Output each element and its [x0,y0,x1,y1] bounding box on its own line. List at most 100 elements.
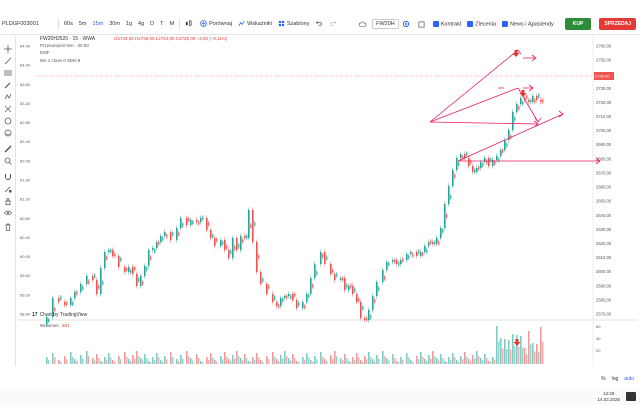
volume-bar [476,351,478,364]
volume-bar [284,351,286,364]
candle-body [378,287,380,291]
stay-drawing-tool[interactable] [4,180,12,193]
trend-line-drawing[interactable] [429,49,519,123]
chart-area[interactable]: 2760,002750,002740,002730,002720,002710,… [18,36,638,366]
pattern-tool[interactable] [4,88,12,100]
arrow-down-marker-icon[interactable] [512,50,520,57]
interval-1g-button[interactable]: 1g [125,20,133,27]
candle-body [272,294,274,302]
candle-body [250,224,252,228]
brush-tool[interactable] [4,76,12,89]
candle-body [386,262,388,270]
news-checkbox[interactable]: News i Ąpasiendy [499,20,557,27]
interval-5m-button[interactable]: 5m [78,20,87,27]
interval-t-button[interactable]: T [160,20,164,27]
volume-bar [120,359,122,364]
candle-body [486,160,488,164]
crosshair-tool[interactable] [4,40,12,53]
projection-tool[interactable] [4,100,12,113]
candle-body [346,284,348,288]
symbol-search-input[interactable]: PLDGF003001 [2,20,39,27]
candle-body [236,238,238,250]
volume-bar [480,358,482,364]
arrow-down-marker-icon[interactable] [513,339,521,346]
candle-body [422,252,424,256]
volume-bar [532,343,534,364]
log-scale-button[interactable]: log [611,376,619,382]
trend-line-drawing[interactable] [429,87,519,123]
arrow-down-marker-icon[interactable] [519,90,527,97]
sell-button[interactable]: SPRZEDAJ [599,18,636,30]
contract-checkbox[interactable]: Kontrakt [430,20,464,27]
left-axis-label: 63.60 [20,82,31,87]
notifications-icon[interactable] [626,392,636,401]
volume-bar [276,359,278,364]
candle-body [344,278,346,290]
candle-body [232,238,234,258]
volume-bar [426,361,428,364]
interval-60s-button[interactable]: 60s [64,20,73,27]
interval-30m-button[interactable]: 30m [109,20,120,27]
candle-body [290,295,292,299]
candle-body [514,117,516,121]
buy-button[interactable]: KUP [564,18,592,30]
arrow-head-drawing[interactable] [528,84,534,92]
orders-checkbox[interactable]: Zlecenia [464,20,499,27]
volume-bar [512,334,514,364]
interval-15m-button[interactable]: 15m [92,20,104,27]
candle-style-button[interactable] [182,20,197,27]
indicators-button[interactable]: Wskaźniki [235,20,275,27]
arrow-head-drawing[interactable] [595,157,601,165]
candle-body [370,315,372,319]
candle-body [178,232,180,236]
cloud-icon [358,21,367,27]
trend-line-drawing[interactable] [429,121,539,125]
arrow-head-drawing[interactable] [531,54,537,62]
hide-drawings-tool[interactable] [4,204,12,216]
candle-body [356,294,358,302]
fibonacci-tool[interactable] [4,64,12,76]
templates-button[interactable]: Szablony [275,20,313,27]
tradingview-branding[interactable]: 17 Chart by TradingView [32,312,87,318]
interval-4g-button[interactable]: 4g [138,20,145,27]
arrow-head-drawing[interactable] [533,120,539,128]
arrow-head-drawing[interactable] [534,117,542,123]
candle-body [440,228,442,238]
account-select[interactable]: FW20H [372,19,399,29]
trend-line-drawing[interactable] [457,113,564,162]
legend-symbol-title[interactable]: FW20H2520 · 15 · WWA [40,36,96,42]
emoji-tool[interactable] [4,124,12,137]
candle-body [410,252,412,254]
price-chart[interactable]: 2760,002750,002740,002730,002720,002710,… [18,36,638,366]
candle-body [506,143,508,147]
shapes-tool[interactable] [4,112,12,125]
legend-indicator-3[interactable]: MA 1 close 0 SMA 9 [40,58,81,63]
interval-m-button[interactable]: M [169,20,175,27]
legend-indicator-2[interactable]: EMF [40,50,50,55]
fullscreen-button[interactable] [415,21,430,28]
volume-bar [468,359,470,364]
candle-body [202,216,204,220]
interval-d-button[interactable]: D [150,20,155,27]
volume-bar [386,358,388,364]
redo-button[interactable] [327,20,342,27]
compare-button[interactable]: Porównaj [197,20,235,27]
magnet-tool[interactable] [4,168,12,180]
trendline-tool[interactable] [4,52,12,65]
percent-scale-button[interactable]: % [601,376,606,382]
ruler-tool[interactable] [4,140,12,153]
legend-indicator-1[interactable]: Przesunięcie MA · 30 50 [40,43,89,48]
volume-bar [470,361,472,364]
zoom-tool[interactable] [4,152,12,165]
settings-button[interactable] [399,20,415,28]
delete-drawings-tool[interactable] [4,218,12,231]
volume-bar [230,361,232,364]
auto-scale-button[interactable]: auto [624,376,634,382]
cloud-button[interactable] [355,21,372,28]
system-clock[interactable]: 12:28 14.03.2025 [597,391,620,403]
volume-bar [272,352,274,364]
volume-bar [334,351,336,364]
undo-button[interactable] [312,20,327,27]
lock-tool[interactable] [4,192,12,205]
arrow-head-drawing[interactable] [558,110,564,118]
